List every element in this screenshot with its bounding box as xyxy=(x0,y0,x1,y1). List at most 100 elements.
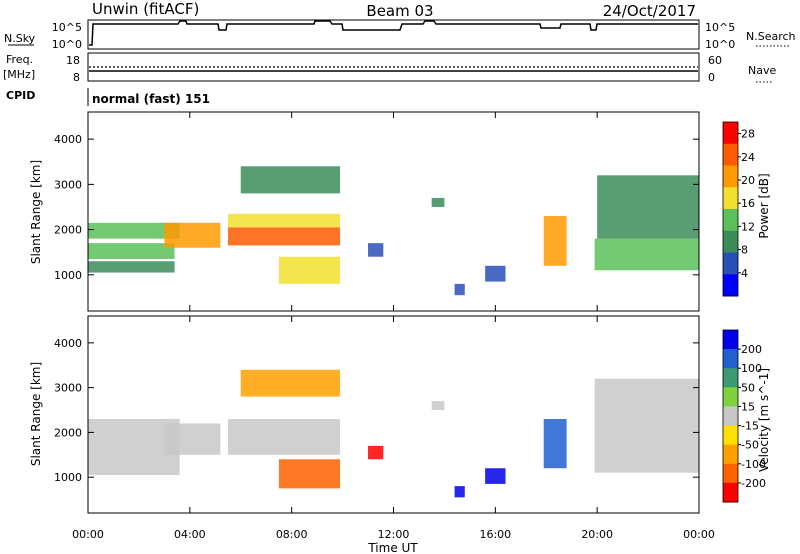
velocity-colorbar-cell xyxy=(723,463,738,484)
power-colorbar-tick-label: 8 xyxy=(741,244,748,257)
power-colorbar-frame xyxy=(722,121,739,297)
nsky-trace xyxy=(89,20,698,46)
velocity-colorbar-tick-label: -15 xyxy=(741,420,759,433)
nsky-tick-left-bottom: 10^0 xyxy=(52,38,82,51)
cpid-text: normal (fast) 151 xyxy=(92,92,210,106)
header-station: Unwin (fitACF) xyxy=(92,0,199,18)
power-ytick-label: 4000 xyxy=(54,133,82,146)
power-ylabel: Slant Range [km] xyxy=(29,160,43,264)
power-region xyxy=(543,216,567,266)
power-colorbar-tick-label: 24 xyxy=(741,151,755,164)
velocity-colorbar-tick-label: 200 xyxy=(741,343,762,356)
power-region xyxy=(485,265,506,282)
time-tick-label: 20:00 xyxy=(581,528,613,541)
nsky-label: N.Sky xyxy=(4,32,36,45)
power-region xyxy=(228,227,341,246)
time-tick-label: 08:00 xyxy=(276,528,308,541)
freq-panel: Freq. [MHz] 18 8 60 0 Nave xyxy=(3,52,776,84)
time-tick-label: 04:00 xyxy=(174,528,206,541)
velocity-ytick-label: 3000 xyxy=(54,382,82,395)
freq-tick-left-top: 18 xyxy=(66,54,80,67)
cpid-label: CPID xyxy=(6,89,35,102)
power-region xyxy=(454,283,465,296)
velocity-colorbar-tick-label: 100 xyxy=(741,362,762,375)
velocity-region xyxy=(594,378,699,473)
nsky-tick-left-top: 10^5 xyxy=(52,21,82,34)
velocity-colorbar-cell xyxy=(723,425,738,446)
power-xticks xyxy=(87,112,700,311)
power-colorbar-cell xyxy=(723,252,738,275)
power-region xyxy=(88,261,175,273)
velocity-data-layer xyxy=(88,369,699,498)
power-colorbar-cell xyxy=(723,274,738,297)
time-axis-labels: 00:00 04:00 08:00 12:00 16:00 20:00 00:00 xyxy=(72,528,715,541)
power-region xyxy=(88,222,180,239)
time-axis-title: Time UT xyxy=(367,541,418,554)
velocity-ylabel: Slant Range [km] xyxy=(29,362,43,466)
velocity-region xyxy=(431,401,445,411)
velocity-region xyxy=(454,486,465,498)
time-tick-label: 00:00 xyxy=(683,528,715,541)
freq-tick-right-bottom: 0 xyxy=(708,71,715,84)
nsky-tick-right-bottom: 10^0 xyxy=(705,38,735,51)
velocity-region xyxy=(164,423,221,455)
power-colorbar-cell xyxy=(723,187,738,210)
velocity-colorbar: 200 100 50 15 -15 -50 -100 -200 xyxy=(722,329,766,503)
power-region xyxy=(278,256,341,284)
power-ytick-label: 3000 xyxy=(54,178,82,191)
time-tick-label: 12:00 xyxy=(378,528,410,541)
velocity-colorbar-tick-label: -200 xyxy=(741,477,766,490)
power-colorbar-label: Power [dB] xyxy=(757,173,771,238)
velocity-colorbar-tick-label: -100 xyxy=(741,458,766,471)
power-colorbar-cell xyxy=(723,143,738,166)
power-data-layer xyxy=(88,166,699,296)
velocity-region xyxy=(368,445,384,460)
velocity-panel: 1000 2000 3000 4000 Slant Range [km] 200 100… xyxy=(29,315,771,514)
velocity-region xyxy=(543,418,567,469)
velocity-colorbar-tick-label: 15 xyxy=(741,400,755,413)
power-colorbar-tick-label: 4 xyxy=(741,267,748,280)
power-region xyxy=(597,175,699,239)
power-colorbar: 28 24 20 16 12 8 4 xyxy=(722,121,755,297)
velocity-colorbar-cell xyxy=(723,406,738,427)
velocity-colorbar-cell xyxy=(723,444,738,465)
power-colorbar-tick-label: 28 xyxy=(741,128,755,141)
freq-tick-left-bottom: 8 xyxy=(73,71,80,84)
velocity-region xyxy=(228,418,341,455)
velocity-colorbar-cell xyxy=(723,349,738,369)
velocity-colorbar-frame xyxy=(722,329,739,503)
nave-label: Nave xyxy=(748,64,776,77)
power-colorbar-cell xyxy=(723,209,738,232)
power-region xyxy=(88,243,175,259)
velocity-ytick-label: 4000 xyxy=(54,337,82,350)
time-tick-label: 16:00 xyxy=(479,528,511,541)
header-date: 24/Oct/2017 xyxy=(603,2,696,20)
power-colorbar-cell xyxy=(723,122,738,145)
velocity-yticks: 1000 2000 3000 4000 xyxy=(54,337,699,484)
freq-frame xyxy=(87,52,700,82)
power-region xyxy=(240,166,341,194)
power-region xyxy=(368,243,384,257)
nsky-tick-right-top: 10^5 xyxy=(705,21,735,34)
power-colorbar-tick-label: 16 xyxy=(741,197,755,210)
velocity-region xyxy=(240,369,341,397)
header-beam: Beam 03 xyxy=(366,2,433,20)
velocity-colorbar-cell xyxy=(723,368,738,388)
freq-tick-right-top: 60 xyxy=(708,54,722,67)
power-region xyxy=(431,197,445,207)
velocity-colorbar-tick-label: 50 xyxy=(741,381,755,394)
time-tick-label: 00:00 xyxy=(72,528,104,541)
power-region xyxy=(228,213,341,228)
velocity-ytick-label: 1000 xyxy=(54,471,82,484)
velocity-xticks xyxy=(87,316,700,513)
power-colorbar-cell xyxy=(723,230,738,253)
power-ytick-label: 1000 xyxy=(54,269,82,282)
velocity-colorbar-label: Velocity [m s^-1] xyxy=(757,368,771,472)
nsky-panel: N.Sky 10^5 10^0 10^5 10^0 N.Search xyxy=(4,19,796,51)
velocity-colorbar-cell xyxy=(723,330,738,350)
velocity-ytick-label: 2000 xyxy=(54,426,82,439)
power-region xyxy=(164,222,221,248)
velocity-colorbar-cell xyxy=(723,387,738,407)
power-colorbar-tick-label: 12 xyxy=(741,220,755,233)
